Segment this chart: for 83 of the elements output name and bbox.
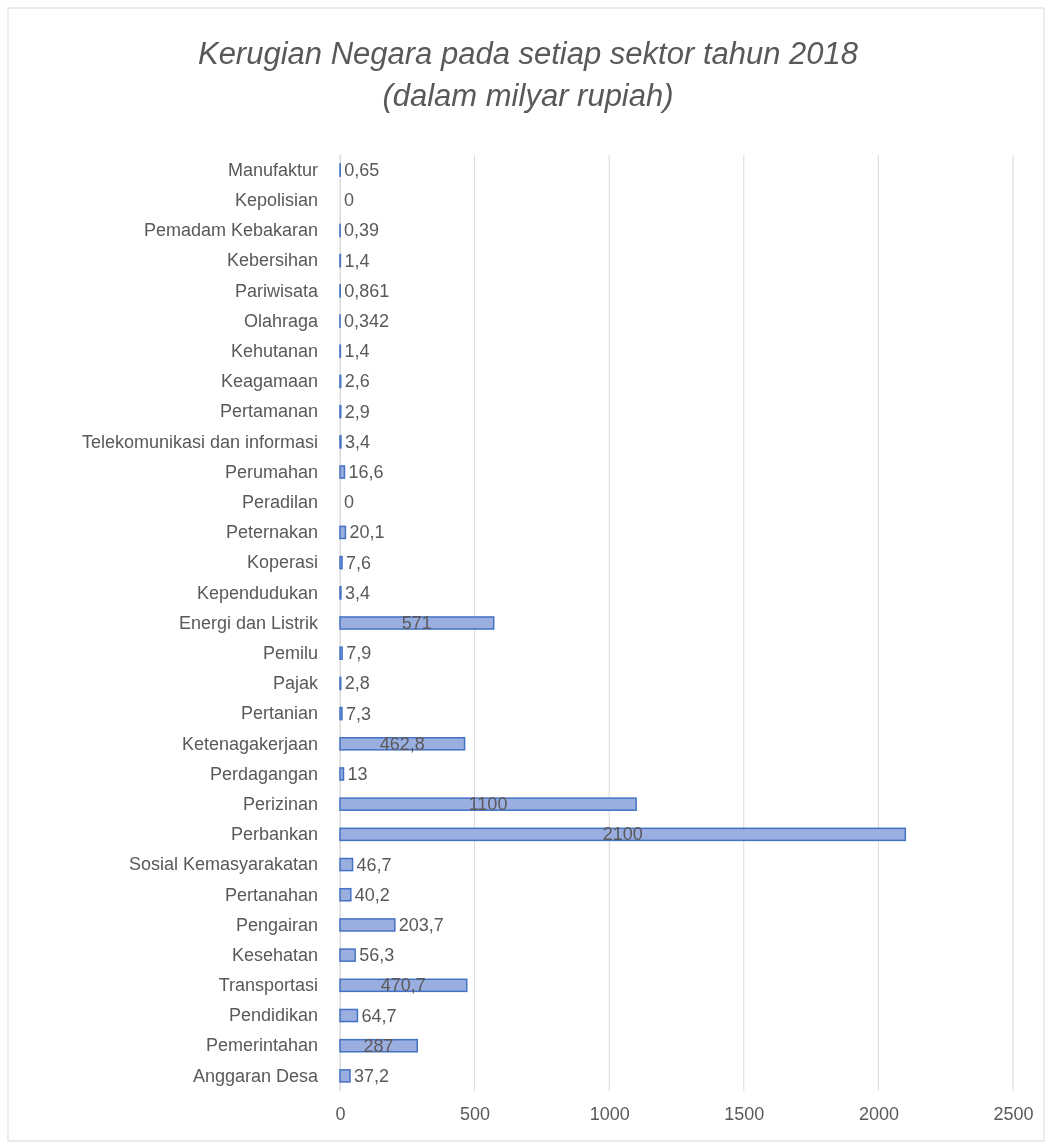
- y-tick-label: Telekomunikasi dan informasi: [81, 431, 318, 452]
- data-label: 64,7: [361, 1005, 397, 1026]
- y-tick-label: Manufaktur: [227, 159, 318, 180]
- bar: [339, 1069, 351, 1083]
- data-label: 2,9: [344, 401, 370, 422]
- y-tick-label: Perizinan: [242, 793, 318, 814]
- y-tick-label: Pengairan: [235, 914, 318, 935]
- bar: [339, 948, 356, 962]
- bar: [339, 646, 343, 660]
- bar: [339, 857, 354, 872]
- y-tick-label: Pajak: [272, 673, 319, 694]
- y-tick-label: Peternakan: [225, 522, 318, 543]
- bar: [339, 887, 352, 902]
- data-label: 571: [401, 613, 432, 633]
- data-label: 2100: [602, 824, 643, 845]
- y-tick-label: Pemerintahan: [205, 1035, 318, 1056]
- y-tick-label: Perdagangan: [209, 763, 318, 784]
- data-label: 462,8: [379, 733, 425, 754]
- x-tick-label: 2500: [993, 1103, 1034, 1124]
- data-label: 37,2: [354, 1065, 390, 1086]
- data-label: 3,4: [344, 431, 370, 452]
- bar: [339, 918, 396, 932]
- bar: [339, 616, 495, 630]
- y-tick-label: Pertanian: [240, 703, 318, 724]
- bar: [339, 525, 347, 540]
- y-tick-label: Sosial Kemasyarakatan: [128, 854, 318, 875]
- bar: [339, 465, 346, 479]
- y-tick-label: Kepolisian: [234, 190, 318, 211]
- data-label: 3,4: [344, 582, 370, 603]
- data-label: 0,39: [344, 220, 380, 241]
- x-tick-label: 500: [460, 1103, 491, 1124]
- y-tick-label: Pertamanan: [219, 401, 318, 422]
- data-label: 0,342: [344, 311, 390, 332]
- y-tick-label: Ketenagakerjaan: [181, 733, 318, 754]
- y-tick-label: Kependudukan: [196, 582, 318, 603]
- data-label: 40,2: [354, 884, 390, 905]
- data-label: 1,4: [344, 341, 370, 362]
- y-tick-label: Perumahan: [224, 461, 318, 482]
- x-tick-label: 1000: [589, 1103, 630, 1124]
- bar: [339, 1008, 359, 1023]
- data-label: 16,6: [348, 462, 384, 483]
- data-label: 0,861: [344, 280, 390, 301]
- data-label: 7,3: [345, 703, 371, 724]
- data-label: 7,9: [346, 643, 372, 664]
- y-tick-label: Transportasi: [218, 975, 318, 996]
- y-tick-label: Kehutanan: [230, 341, 318, 362]
- data-label: 0: [344, 190, 355, 211]
- data-label: 2,6: [344, 371, 370, 392]
- bar: [339, 797, 637, 811]
- data-label: 287: [363, 1035, 394, 1056]
- y-tick-label: Pemilu: [262, 642, 318, 663]
- y-tick-label: Keagamaan: [220, 371, 318, 392]
- data-label: 13: [347, 763, 368, 784]
- bar: [339, 555, 343, 570]
- y-tick-label: Pariwisata: [234, 280, 319, 301]
- y-tick-label: Pendidikan: [228, 1005, 318, 1026]
- bar: [339, 767, 345, 781]
- data-label: 46,7: [356, 854, 392, 875]
- data-label: 2,8: [344, 673, 370, 694]
- data-label: 20,1: [349, 522, 385, 543]
- x-tick-label: 2000: [858, 1103, 899, 1124]
- y-tick-label: Anggaran Desa: [192, 1065, 319, 1086]
- data-label: 0: [344, 492, 355, 513]
- y-tick-label: Kebersihan: [226, 250, 318, 271]
- y-tick-label: Energi dan Listrik: [178, 612, 319, 633]
- y-tick-label: Pemadam Kebakaran: [143, 220, 318, 241]
- data-label: 0,65: [344, 160, 380, 181]
- x-tick-label: 1500: [724, 1103, 765, 1124]
- y-tick-label: Kesehatan: [231, 944, 318, 965]
- data-label: 1100: [468, 794, 508, 815]
- data-label: 7,6: [346, 552, 372, 573]
- y-tick-label: Olahraga: [243, 310, 319, 331]
- data-label: 56,3: [359, 945, 395, 966]
- data-label: 470,7: [380, 975, 426, 996]
- y-tick-label: Peradilan: [241, 491, 318, 512]
- y-tick-label: Perbankan: [230, 824, 318, 845]
- x-tick-label: 0: [335, 1103, 346, 1124]
- bar: [339, 827, 907, 842]
- y-tick-label: Koperasi: [246, 552, 318, 573]
- chart-title: Kerugian Negara pada setiap sektor tahun 2018 (dalam milyar rupiah): [197, 36, 859, 113]
- y-tick-label: Pertanahan: [224, 884, 318, 905]
- data-label: 203,7: [398, 914, 444, 935]
- data-label: 1,4: [344, 250, 370, 271]
